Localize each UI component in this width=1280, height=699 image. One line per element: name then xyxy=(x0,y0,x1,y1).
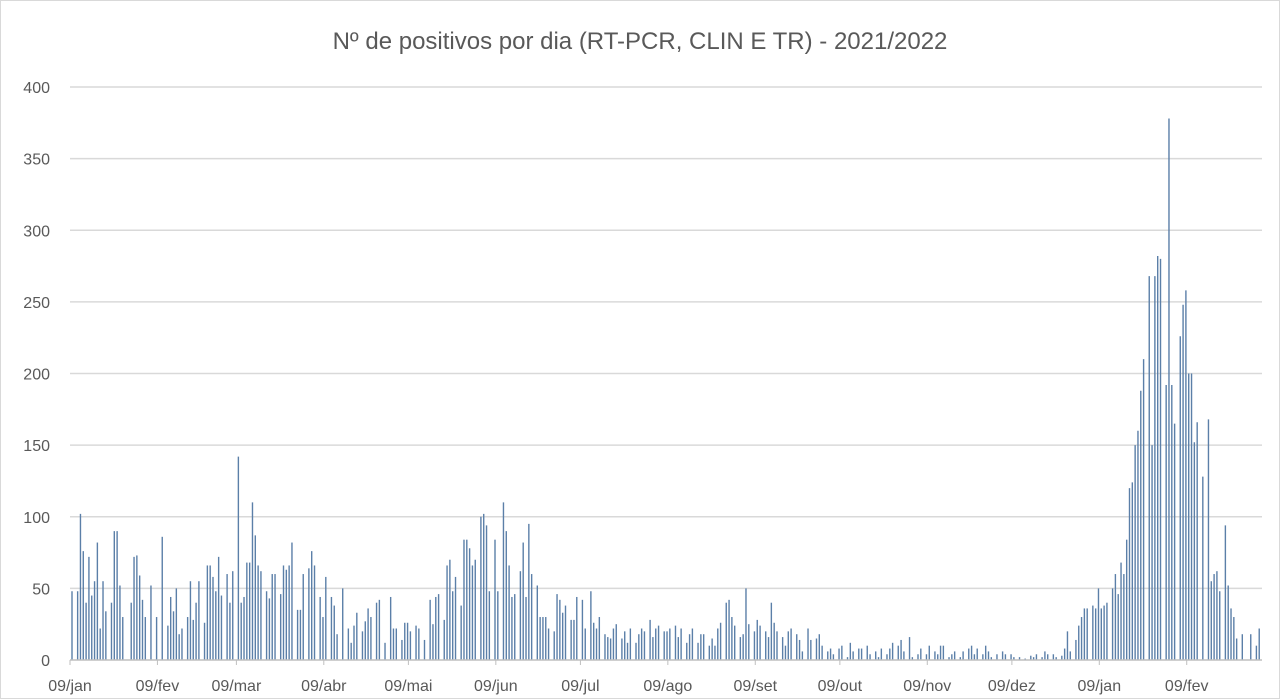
bars xyxy=(71,118,1260,660)
x-tick-label: 09/jun xyxy=(474,678,518,695)
x-tick-label: 09/fev xyxy=(136,678,180,695)
x-tick-label: 09/dez xyxy=(988,678,1036,695)
y-tick-label: 200 xyxy=(23,367,50,384)
y-tick-label: 300 xyxy=(23,223,50,240)
x-tick-label: 09/jul xyxy=(561,678,599,695)
chart-title: Nº de positivos por dia (RT-PCR, CLIN E … xyxy=(333,28,948,55)
y-tick-label: 50 xyxy=(32,581,50,598)
gridlines xyxy=(70,86,1262,590)
y-axis: 0 50 100 150 200 250 300 350 400 xyxy=(23,80,50,670)
x-tick-label: 09/nov xyxy=(903,678,951,695)
y-tick-label: 250 xyxy=(23,295,50,312)
x-axis: 09/jan 09/fev 09/mar 09/abr 09/mai 09/jun 09/j… xyxy=(48,659,1262,695)
y-tick-label: 400 xyxy=(23,80,50,97)
x-tick-label: 09/jan xyxy=(1078,678,1122,695)
x-tick-label: 09/jan xyxy=(48,678,92,695)
x-tick-label: 09/mar xyxy=(211,678,261,695)
x-tick-label: 09/fev xyxy=(1165,678,1209,695)
y-tick-label: 150 xyxy=(23,438,50,455)
y-tick-label: 350 xyxy=(23,152,50,169)
y-tick-label: 100 xyxy=(23,510,50,527)
x-tick-label: 09/out xyxy=(818,678,863,695)
x-tick-label: 09/mai xyxy=(384,678,432,695)
x-tick-label: 09/set xyxy=(733,678,777,695)
x-tick-label: 09/abr xyxy=(301,678,347,695)
x-tick-label: 09/ago xyxy=(643,678,692,695)
y-tick-label: 0 xyxy=(41,653,50,670)
